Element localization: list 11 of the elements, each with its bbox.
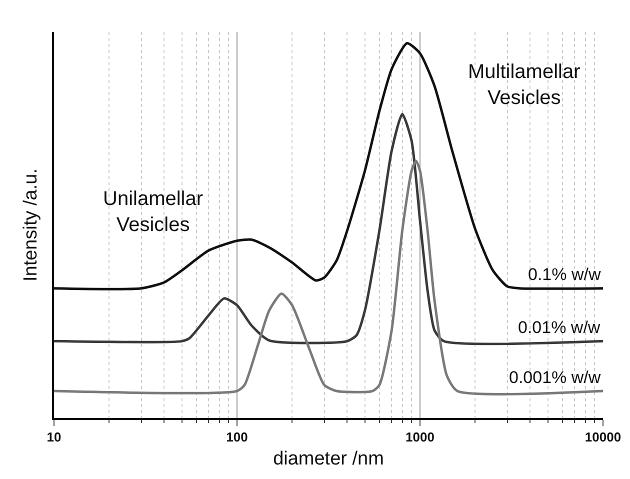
x-tick-label: 10000 [584,429,622,444]
x-tick-label: 10 [46,429,62,444]
x-axis-title: diameter /nm [273,448,384,470]
x-tick-label: 1000 [406,429,434,444]
series-label: 0.1% w/w [528,265,602,284]
series-label: 0.01% w/w [518,318,601,337]
annotation: Multilamellar Vesicles [468,61,581,109]
y-axis-title: Intensity /a.u. [20,168,42,282]
x-tick-label: 100 [226,429,248,444]
annotation: Unilamellar Vesicles [103,188,204,236]
series-label: 0.001% w/w [509,368,602,387]
